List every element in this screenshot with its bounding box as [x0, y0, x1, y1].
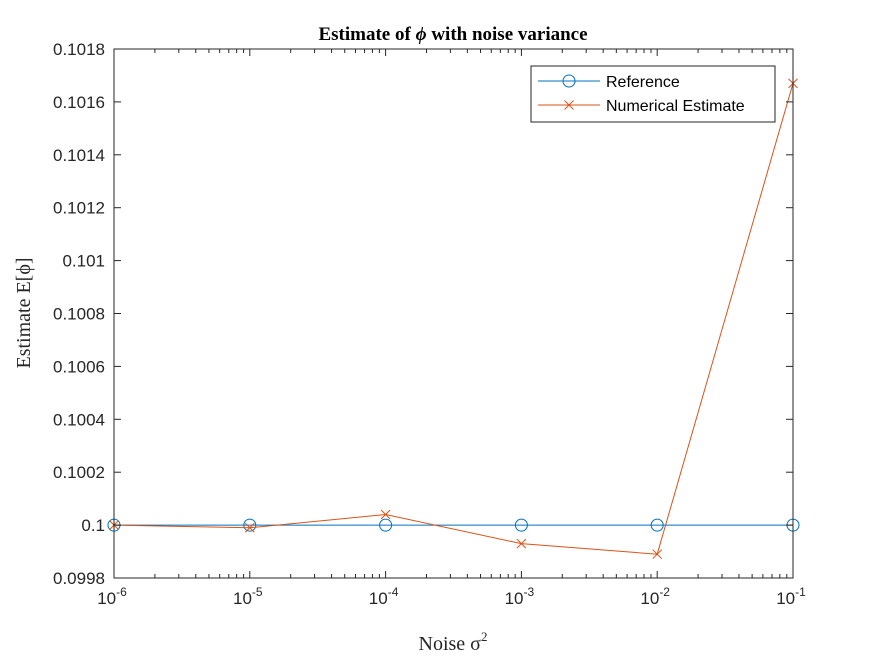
y-tick-label: 0.1012: [53, 199, 105, 218]
y-axis-label: Estimate E[ϕ]: [13, 257, 35, 368]
x-axis-label: Noise σ2: [419, 629, 488, 655]
data-point-reference: [379, 518, 393, 532]
chart-title: Estimate of ϕ with noise variance: [318, 24, 587, 45]
y-tick-label: 0.1018: [53, 40, 105, 59]
data-point-reference: [243, 518, 257, 532]
y-tick-label: 0.1: [81, 516, 105, 535]
data-point-numerical-estimate: [516, 538, 527, 549]
y-tick-label: 0.1002: [53, 463, 105, 482]
legend-label-reference: Reference: [606, 74, 680, 91]
y-tick-label: 0.1006: [53, 357, 105, 376]
data-point-reference: [514, 518, 528, 532]
data-point-numerical-estimate: [652, 549, 663, 560]
y-tick-label: 0.101: [62, 252, 105, 271]
legend-label-numerical-estimate: Numerical Estimate: [606, 98, 745, 115]
x-tick-label: 10-4: [369, 585, 399, 608]
legend-marker-reference: [562, 74, 576, 88]
plot-area: [114, 49, 793, 578]
axes-box: [113, 48, 794, 579]
legend-marker-numerical-estimate: [564, 100, 574, 110]
x-tick-label: 10-2: [640, 585, 670, 608]
data-point-numerical-estimate: [380, 509, 391, 520]
x-tick-label: 10-1: [776, 585, 806, 608]
y-tick-label: 0.0998: [53, 569, 105, 588]
y-tick-label: 0.1004: [53, 410, 105, 429]
data-point-numerical-estimate: [244, 522, 255, 533]
legend: Reference Numerical Estimate: [530, 65, 776, 123]
y-tick-label: 0.1008: [53, 305, 105, 324]
ticks-layer: 0.0998 0.1 0.1002 0.1004 0.1006 0.1008 0.101 0.…: [53, 40, 806, 608]
x-tick-label: 10-5: [233, 585, 263, 608]
series-line-numerical-estimate: [113, 83, 794, 555]
y-tick-label: 0.1016: [53, 93, 105, 112]
x-tick-label: 10-3: [505, 585, 535, 608]
data-point-reference: [650, 518, 664, 532]
y-tick-label: 0.1014: [53, 146, 105, 165]
x-tick-label: 10-6: [97, 585, 127, 608]
